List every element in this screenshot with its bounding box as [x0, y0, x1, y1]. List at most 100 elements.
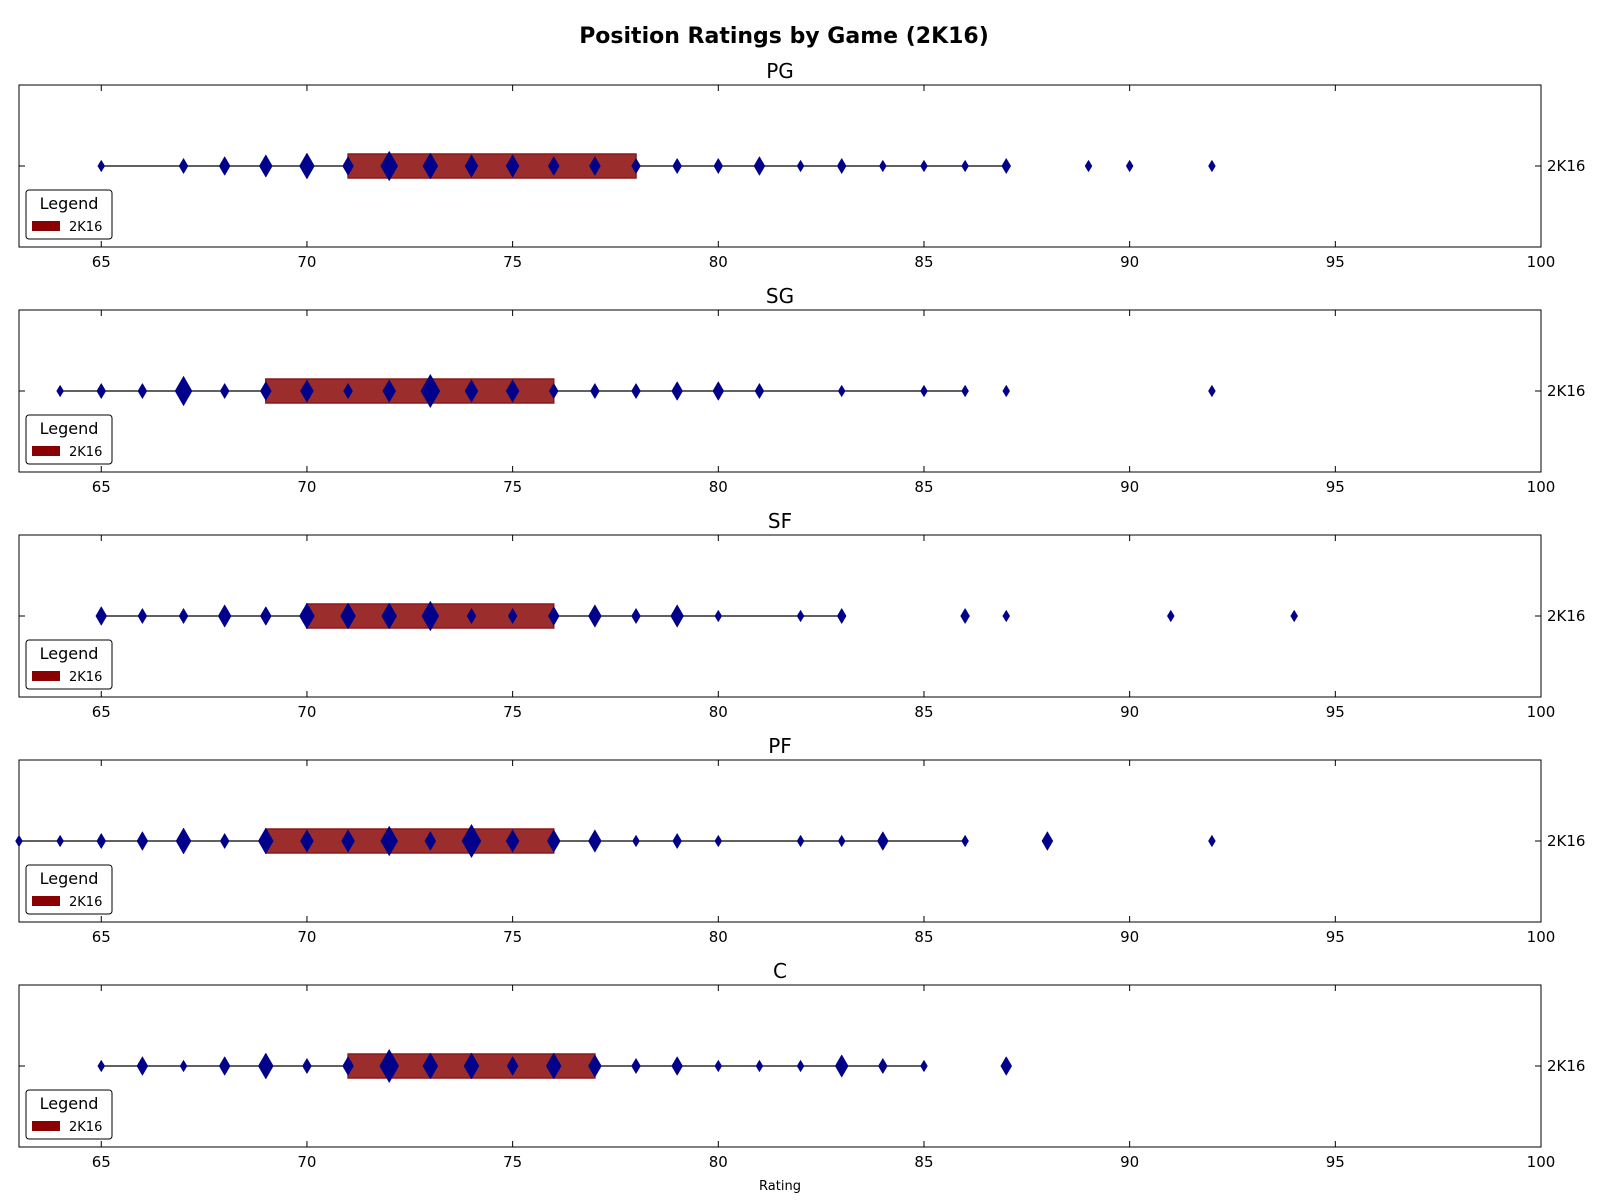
x-tick-label: 90	[1120, 928, 1139, 946]
category-label: 2K16	[1547, 607, 1585, 625]
rating-marker	[98, 160, 105, 172]
x-tick-label: 100	[1527, 478, 1556, 496]
rating-marker	[673, 158, 682, 173]
rating-marker	[98, 1060, 105, 1072]
x-tick-label: 85	[914, 703, 933, 721]
x-tick-label: 70	[297, 253, 316, 271]
rating-marker	[57, 385, 64, 397]
panel-title: SG	[766, 284, 794, 308]
rating-marker	[632, 383, 641, 398]
rating-marker	[219, 1057, 230, 1076]
panel-sf: SF657075808590951002K16Legend2K16	[19, 509, 1585, 721]
x-tick-label: 90	[1120, 1153, 1139, 1171]
rating-marker	[1208, 835, 1215, 847]
rating-marker	[137, 832, 148, 851]
category-label: 2K16	[1547, 832, 1585, 850]
rating-marker	[715, 610, 722, 622]
x-tick-label: 90	[1120, 478, 1139, 496]
rating-marker	[962, 385, 969, 397]
rating-marker	[219, 157, 230, 176]
rating-marker	[1001, 1057, 1012, 1076]
rating-marker	[258, 1053, 273, 1079]
x-tick-label: 65	[92, 478, 111, 496]
x-tick-label: 70	[297, 703, 316, 721]
x-tick-label: 100	[1527, 928, 1556, 946]
legend-title: Legend	[40, 644, 99, 663]
rating-marker	[1208, 160, 1215, 172]
panel-sg: SG657075808590951002K16Legend2K16	[19, 284, 1585, 496]
rating-marker	[302, 1058, 311, 1073]
x-tick-label: 90	[1120, 703, 1139, 721]
rating-marker	[179, 158, 188, 173]
x-tick-label: 85	[914, 1153, 933, 1171]
panels-group: PG657075808590951002K16Legend2K16SG65707…	[16, 59, 1586, 1171]
rating-marker	[920, 160, 927, 172]
rating-marker	[96, 607, 107, 626]
legend-title: Legend	[40, 419, 99, 438]
x-tick-label: 75	[503, 703, 522, 721]
rating-marker	[1085, 160, 1092, 172]
panel-c: C657075808590951002K16Legend2K16	[19, 959, 1585, 1171]
rating-marker	[180, 1060, 187, 1072]
x-tick-label: 80	[709, 1153, 728, 1171]
legend-title: Legend	[40, 194, 99, 213]
x-tick-label: 70	[297, 1153, 316, 1171]
x-tick-label: 75	[503, 928, 522, 946]
rating-marker	[797, 1060, 804, 1072]
rating-marker	[754, 157, 765, 176]
rating-marker	[962, 160, 969, 172]
x-tick-label: 75	[503, 1153, 522, 1171]
rating-marker	[588, 830, 601, 852]
x-tick-label: 100	[1527, 1153, 1556, 1171]
rating-marker	[672, 382, 683, 401]
rating-marker	[877, 832, 888, 851]
x-tick-label: 75	[503, 253, 522, 271]
legend-title: Legend	[40, 1094, 99, 1113]
legend-entry-label: 2K16	[69, 670, 102, 685]
rating-marker	[590, 383, 599, 398]
panel-title: SF	[768, 509, 792, 533]
x-tick-label: 95	[1326, 1153, 1345, 1171]
legend-swatch	[32, 446, 60, 456]
rating-marker	[97, 383, 106, 398]
rating-marker	[962, 835, 969, 847]
x-tick-label: 100	[1527, 703, 1556, 721]
x-tick-label: 100	[1527, 253, 1556, 271]
rating-marker	[220, 833, 229, 848]
legend-title: Legend	[40, 869, 99, 888]
rating-marker	[175, 376, 192, 406]
rating-marker	[879, 160, 886, 172]
x-tick-label: 70	[297, 928, 316, 946]
rating-marker	[220, 383, 229, 398]
x-tick-label: 85	[914, 253, 933, 271]
panel-title: PF	[768, 734, 792, 758]
rating-marker	[961, 608, 970, 623]
rating-marker	[588, 605, 601, 627]
rating-marker	[97, 833, 106, 848]
rating-marker	[837, 158, 846, 173]
x-tick-label: 80	[709, 253, 728, 271]
legend-swatch	[32, 896, 60, 906]
rating-marker	[713, 382, 724, 401]
x-tick-label: 95	[1326, 703, 1345, 721]
rating-marker	[16, 835, 23, 847]
panel-title: C	[773, 959, 787, 983]
category-label: 2K16	[1547, 157, 1585, 175]
rating-marker	[797, 835, 804, 847]
legend-swatch	[32, 221, 60, 231]
x-tick-label: 95	[1326, 253, 1345, 271]
chart-title: Position Ratings by Game (2K16)	[579, 24, 989, 49]
x-axis-label: Rating	[759, 1179, 801, 1194]
category-label: 2K16	[1547, 1057, 1585, 1075]
legend-entry-label: 2K16	[69, 895, 102, 910]
legend-swatch	[32, 671, 60, 681]
rating-marker	[179, 608, 188, 623]
rating-marker	[632, 1058, 641, 1073]
legend-swatch	[32, 1121, 60, 1131]
panel-pf: PF657075808590951002K16Legend2K16	[16, 734, 1586, 946]
rating-marker	[1167, 610, 1174, 622]
x-tick-label: 65	[92, 253, 111, 271]
rating-marker	[259, 155, 272, 177]
rating-marker	[138, 383, 147, 398]
rating-marker	[838, 385, 845, 397]
